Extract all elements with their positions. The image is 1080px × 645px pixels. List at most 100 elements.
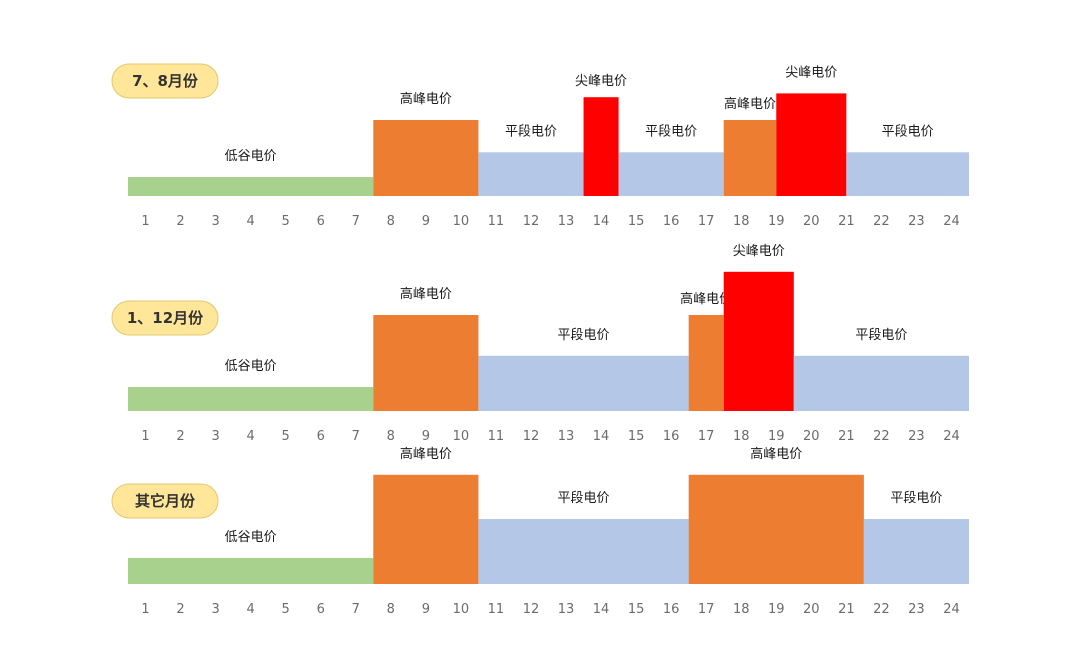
hour-tick-label: 18	[733, 214, 750, 229]
tariff-bar-peak	[373, 474, 479, 584]
hour-tick-label: 19	[768, 602, 785, 617]
tariff-bar-flat	[478, 355, 689, 411]
hour-tick-label: 16	[663, 429, 680, 444]
hour-tick-label: 2	[176, 429, 184, 444]
tariff-bar-valley	[128, 558, 374, 584]
hour-tick-label: 11	[488, 429, 505, 444]
hour-tick-label: 6	[317, 214, 325, 229]
tariff-label-sharp: 尖峰电价	[785, 65, 837, 80]
hour-tick-label: 16	[663, 602, 680, 617]
hour-tick-label: 24	[943, 214, 960, 229]
month-badge-label: 其它月份	[135, 492, 196, 510]
tariff-label-peak: 高峰电价	[680, 291, 732, 307]
hour-tick-label: 14	[593, 214, 610, 229]
hour-tick-label: 12	[523, 602, 540, 617]
hour-tick-label: 21	[838, 429, 855, 444]
hour-tick-label: 15	[628, 429, 645, 444]
hour-tick-label: 17	[698, 602, 715, 617]
tariff-label-sharp: 尖峰电价	[575, 74, 627, 89]
tariff-bar-peak	[688, 474, 864, 584]
hour-tick-label: 22	[873, 602, 890, 617]
tariff-label-flat: 平段电价	[505, 124, 557, 139]
tariff-bar-peak	[688, 315, 724, 411]
month-badge-label: 7、8月份	[132, 72, 199, 90]
tariff-label-flat: 平段电价	[645, 124, 697, 139]
tariff-bar-flat	[478, 519, 689, 584]
hour-tick-label: 2	[176, 602, 184, 617]
hour-tick-label: 21	[838, 214, 855, 229]
month-badge: 1、12月份	[111, 300, 219, 336]
tariff-bar-peak	[723, 120, 777, 196]
tariff-bar-peak	[373, 315, 479, 411]
tariff-label-peak: 高峰电价	[724, 96, 776, 112]
hour-tick-label: 5	[282, 214, 290, 229]
hour-tick-label: 7	[352, 429, 360, 444]
hour-tick-label: 9	[422, 602, 430, 617]
hour-tick-label: 23	[908, 602, 925, 617]
hour-tick-label: 6	[317, 602, 325, 617]
tariff-label-valley: 低谷电价	[225, 359, 277, 374]
hour-tick-label: 24	[943, 602, 960, 617]
tariff-label-valley: 低谷电价	[225, 149, 277, 164]
tariff-label-peak: 高峰电价	[400, 91, 452, 107]
tariff-bar-flat	[846, 152, 969, 196]
hour-tick-label: 15	[628, 214, 645, 229]
tariff-bar-flat	[478, 152, 584, 196]
hour-tick-label: 20	[803, 214, 820, 229]
month-badge-bg	[111, 300, 219, 336]
tariff-label-peak: 高峰电价	[400, 446, 452, 462]
hour-tick-label: 24	[943, 429, 960, 444]
hour-tick-label: 15	[628, 602, 645, 617]
tariff-bar-valley	[128, 177, 374, 196]
month-badge: 其它月份	[111, 483, 219, 519]
hour-tick-label: 5	[282, 429, 290, 444]
hour-tick-label: 22	[873, 214, 890, 229]
tariff-label-peak: 高峰电价	[750, 446, 802, 462]
tariff-bar-peak	[373, 120, 479, 196]
hour-tick-label: 23	[908, 214, 925, 229]
hour-tick-label: 14	[593, 602, 610, 617]
hour-tick-label: 13	[558, 214, 575, 229]
hour-tick-label: 8	[387, 429, 395, 444]
hour-tick-label: 12	[523, 214, 540, 229]
hour-tick-label: 1	[141, 429, 149, 444]
tariff-bar-sharp	[583, 97, 619, 196]
tariff-label-valley: 低谷电价	[225, 530, 277, 545]
hour-tick-label: 11	[488, 602, 505, 617]
hour-tick-label: 8	[387, 602, 395, 617]
hour-tick-label: 18	[733, 429, 750, 444]
month-badge: 7、8月份	[111, 63, 219, 99]
tariff-label-flat: 平段电价	[558, 328, 610, 343]
hour-tick-label: 4	[247, 602, 255, 617]
hour-tick-label: 1	[141, 214, 149, 229]
hour-tick-label: 8	[387, 214, 395, 229]
hour-tick-label: 6	[317, 429, 325, 444]
hour-tick-label: 5	[282, 602, 290, 617]
hour-tick-label: 2	[176, 214, 184, 229]
hour-tick-label: 10	[453, 602, 470, 617]
hour-tick-label: 13	[558, 429, 575, 444]
tariff-bar-sharp	[776, 93, 847, 196]
hour-tick-label: 3	[211, 429, 219, 444]
hour-tick-label: 23	[908, 429, 925, 444]
tariff-label-flat: 平段电价	[882, 124, 934, 139]
hour-tick-label: 18	[733, 602, 750, 617]
hour-tick-label: 11	[488, 214, 505, 229]
hour-tick-label: 4	[247, 214, 255, 229]
hour-tick-label: 7	[352, 602, 360, 617]
hour-tick-label: 1	[141, 602, 149, 617]
hour-tick-label: 10	[453, 429, 470, 444]
hour-tick-label: 16	[663, 214, 680, 229]
month-badge-bg	[111, 63, 219, 99]
hour-tick-label: 9	[422, 429, 430, 444]
tariff-bar-flat	[618, 152, 724, 196]
tariff-label-flat: 平段电价	[890, 491, 942, 506]
hour-tick-label: 7	[352, 214, 360, 229]
tariff-bar-valley	[128, 387, 374, 411]
hour-tick-label: 19	[768, 429, 785, 444]
tariff-label-flat: 平段电价	[855, 328, 907, 343]
